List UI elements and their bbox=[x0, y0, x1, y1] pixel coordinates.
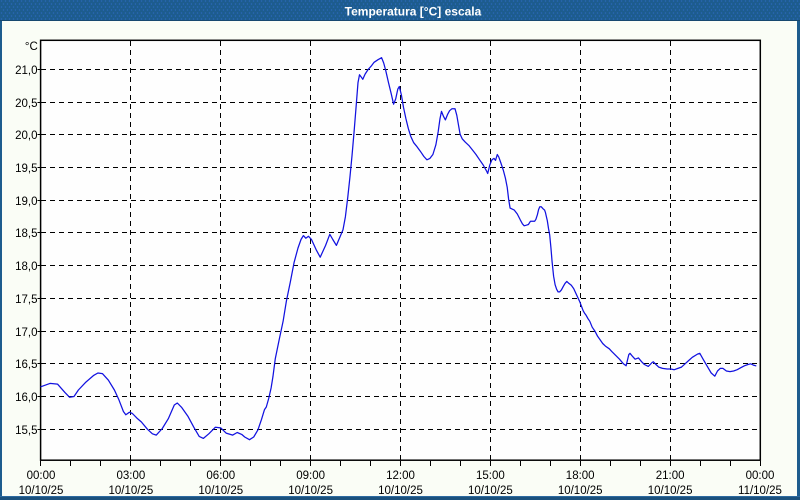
svg-text:19,5: 19,5 bbox=[15, 163, 37, 175]
svg-text:17,0: 17,0 bbox=[15, 327, 37, 339]
svg-text:10/10/25: 10/10/25 bbox=[558, 485, 603, 497]
svg-text:21:00: 21:00 bbox=[656, 470, 685, 482]
svg-text:06:00: 06:00 bbox=[206, 470, 235, 482]
svg-text:10/10/25: 10/10/25 bbox=[198, 485, 243, 497]
svg-text:18:00: 18:00 bbox=[566, 470, 595, 482]
svg-text:20,5: 20,5 bbox=[15, 98, 37, 110]
svg-text:18,0: 18,0 bbox=[15, 261, 37, 273]
svg-text:10/10/25: 10/10/25 bbox=[109, 485, 154, 497]
svg-text:10/10/25: 10/10/25 bbox=[378, 485, 423, 497]
svg-text:10/10/25: 10/10/25 bbox=[288, 485, 333, 497]
svg-text:10/10/25: 10/10/25 bbox=[19, 485, 64, 497]
svg-text:15,5: 15,5 bbox=[15, 425, 37, 437]
svg-text:21,0: 21,0 bbox=[15, 65, 37, 77]
svg-text:17,5: 17,5 bbox=[15, 294, 37, 306]
svg-text:19,0: 19,0 bbox=[15, 196, 37, 208]
svg-text:10/10/25: 10/10/25 bbox=[648, 485, 693, 497]
svg-text:00:00: 00:00 bbox=[27, 470, 56, 482]
svg-text:15:00: 15:00 bbox=[476, 470, 505, 482]
svg-text:16,0: 16,0 bbox=[15, 392, 37, 404]
svg-text:10/10/25: 10/10/25 bbox=[468, 485, 513, 497]
svg-text:03:00: 03:00 bbox=[117, 470, 146, 482]
svg-text:11/10/25: 11/10/25 bbox=[738, 485, 782, 497]
svg-text:09:00: 09:00 bbox=[296, 470, 325, 482]
svg-text:00:00: 00:00 bbox=[746, 470, 775, 482]
svg-text:16,5: 16,5 bbox=[15, 359, 37, 371]
svg-text:20,0: 20,0 bbox=[15, 130, 37, 142]
svg-text:°C: °C bbox=[25, 41, 38, 53]
svg-text:12:00: 12:00 bbox=[386, 470, 415, 482]
svg-text:18,5: 18,5 bbox=[15, 228, 37, 240]
svg-text:Temperatura [°C] escala: Temperatura [°C] escala bbox=[345, 5, 482, 19]
